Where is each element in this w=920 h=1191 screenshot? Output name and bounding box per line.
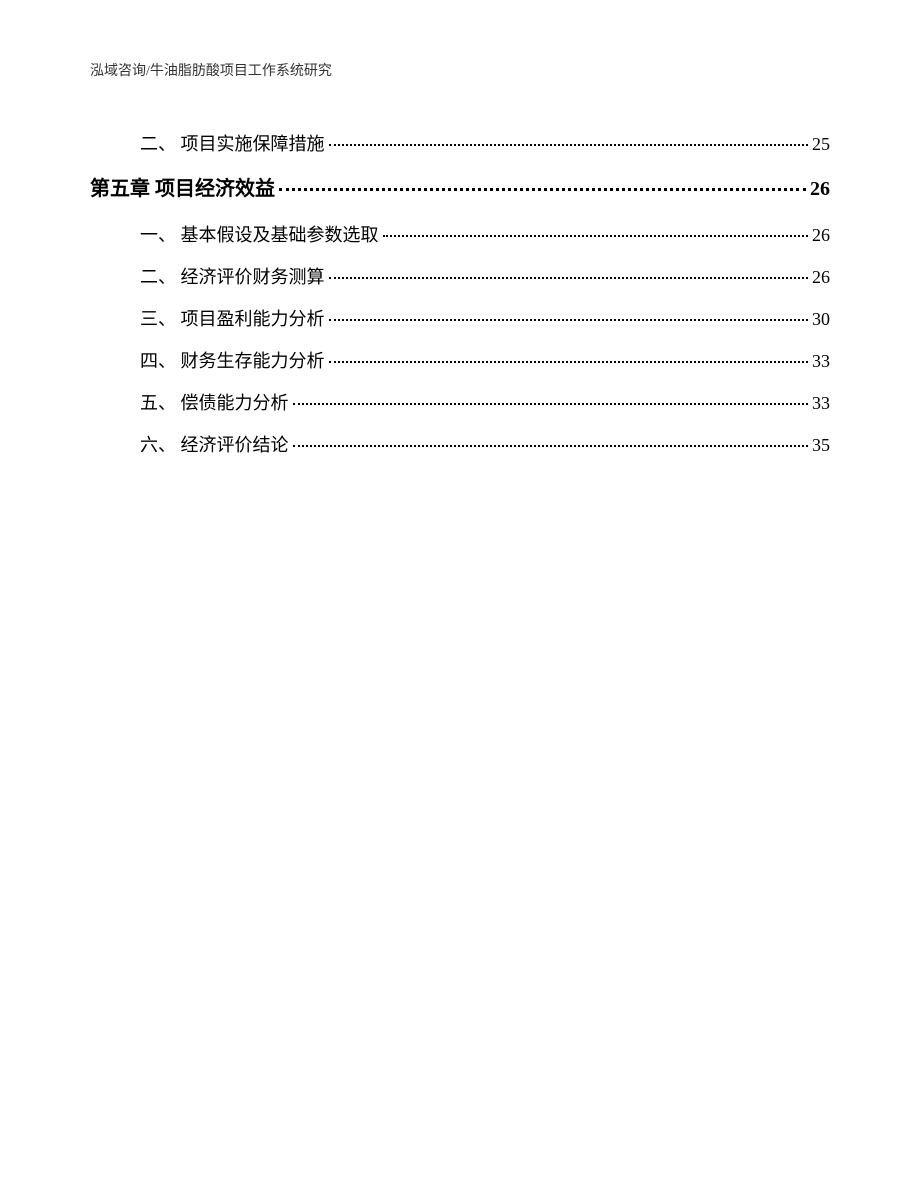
toc-page-number: 26 [812, 267, 830, 288]
toc-leader-dots [279, 188, 806, 191]
toc-leader-dots [383, 235, 809, 237]
toc-leader-dots [329, 319, 809, 321]
toc-page-number: 33 [812, 351, 830, 372]
toc-label: 六、 经济评价结论 [140, 431, 289, 457]
toc-label: 三、 项目盈利能力分析 [140, 305, 325, 331]
toc-entry: 四、 财务生存能力分析 33 [90, 347, 830, 373]
toc-leader-dots [293, 445, 809, 447]
toc-leader-dots [293, 403, 809, 405]
toc-label: 二、 项目实施保障措施 [140, 130, 325, 156]
toc-label: 五、 偿债能力分析 [140, 389, 289, 415]
toc-label: 四、 财务生存能力分析 [140, 347, 325, 373]
toc-leader-dots [329, 144, 809, 146]
toc-page-number: 30 [812, 309, 830, 330]
toc-entry: 五、 偿债能力分析 33 [90, 389, 830, 415]
toc-entry: 二、 项目实施保障措施 25 [90, 130, 830, 156]
toc-page-number: 26 [810, 178, 830, 201]
toc-page-number: 33 [812, 393, 830, 414]
toc-label: 一、 基本假设及基础参数选取 [140, 221, 379, 247]
toc-label: 二、 经济评价财务测算 [140, 263, 325, 289]
toc-page-number: 25 [812, 134, 830, 155]
toc-entry: 六、 经济评价结论 35 [90, 431, 830, 457]
toc-entry: 一、 基本假设及基础参数选取 26 [90, 221, 830, 247]
toc-leader-dots [329, 361, 809, 363]
toc-page-number: 26 [812, 225, 830, 246]
document-page: 泓域咨询/牛油脂肪酸项目工作系统研究 二、 项目实施保障措施 25 第五章 项目… [0, 0, 920, 533]
toc-chapter-label: 第五章 项目经济效益 [90, 172, 275, 201]
page-header: 泓域咨询/牛油脂肪酸项目工作系统研究 [90, 60, 830, 80]
toc-leader-dots [329, 277, 809, 279]
toc-chapter-entry: 第五章 项目经济效益 26 [90, 172, 830, 201]
toc-entry: 二、 经济评价财务测算 26 [90, 263, 830, 289]
toc-entry: 三、 项目盈利能力分析 30 [90, 305, 830, 331]
table-of-contents: 二、 项目实施保障措施 25 第五章 项目经济效益 26 一、 基本假设及基础参… [90, 130, 830, 457]
toc-page-number: 35 [812, 435, 830, 456]
